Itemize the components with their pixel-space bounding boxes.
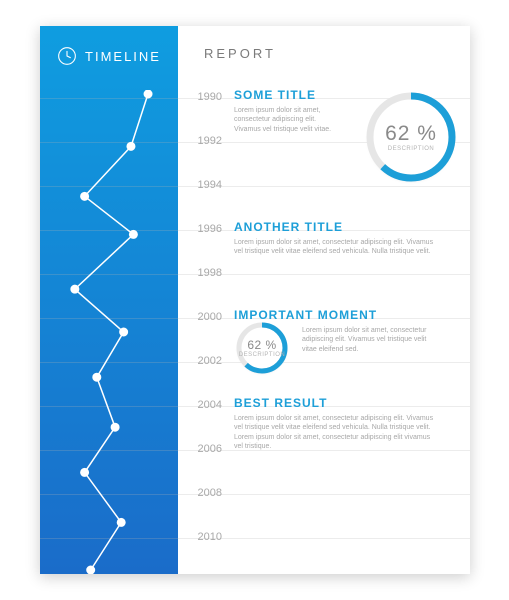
entry-title: BEST RESULT (234, 396, 456, 410)
year-label: 2000 (198, 311, 222, 323)
donut-large-desc: DESCRIPTION (388, 146, 435, 152)
report-main: REPORT 1990 1992 1994 1996 1998 2000 2002 2004 2… (178, 26, 470, 574)
infographic-card: TIMELINE REPORT 1990 1992 1994 1996 1998 2000… (40, 26, 470, 574)
clock-icon (57, 46, 77, 66)
year-label: 2006 (198, 443, 222, 455)
sidebar-header: TIMELINE (40, 46, 178, 66)
year-label: 2002 (198, 355, 222, 367)
year-label: 1990 (198, 91, 222, 103)
year-label: 2004 (198, 399, 222, 411)
timeline-entry: IMPORTANT MOMENT Lorem ipsum dolor sit am… (234, 308, 456, 354)
entry-body: Lorem ipsum dolor sit amet, consectetur … (302, 326, 432, 354)
report-title: REPORT (204, 46, 452, 61)
entry-title: ANOTHER TITLE (234, 220, 456, 234)
timeline-zigzag (40, 90, 178, 574)
year-label: 1998 (198, 267, 222, 279)
timeline-entry: SOME TITLE Lorem ipsum dolor sit amet, co… (234, 88, 456, 134)
sidebar-title: TIMELINE (85, 49, 161, 64)
entry-body: Lorem ipsum dolor sit amet, consectetur … (234, 414, 434, 452)
timeline-sidebar: TIMELINE (40, 26, 178, 574)
year-label: 1996 (198, 223, 222, 235)
year-label: 2010 (198, 531, 222, 543)
timeline-entry: ANOTHER TITLE Lorem ipsum dolor sit amet,… (234, 220, 456, 257)
entry-body: Lorem ipsum dolor sit amet, consectetur … (234, 238, 434, 257)
year-label: 1994 (198, 179, 222, 191)
entry-title: IMPORTANT MOMENT (234, 308, 456, 322)
year-label: 2008 (198, 487, 222, 499)
entry-body: Lorem ipsum dolor sit amet, consectetur … (234, 106, 344, 134)
timeline-entry: BEST RESULT Lorem ipsum dolor sit amet, c… (234, 396, 456, 452)
year-label: 1992 (198, 135, 222, 147)
entry-title: SOME TITLE (234, 88, 456, 102)
